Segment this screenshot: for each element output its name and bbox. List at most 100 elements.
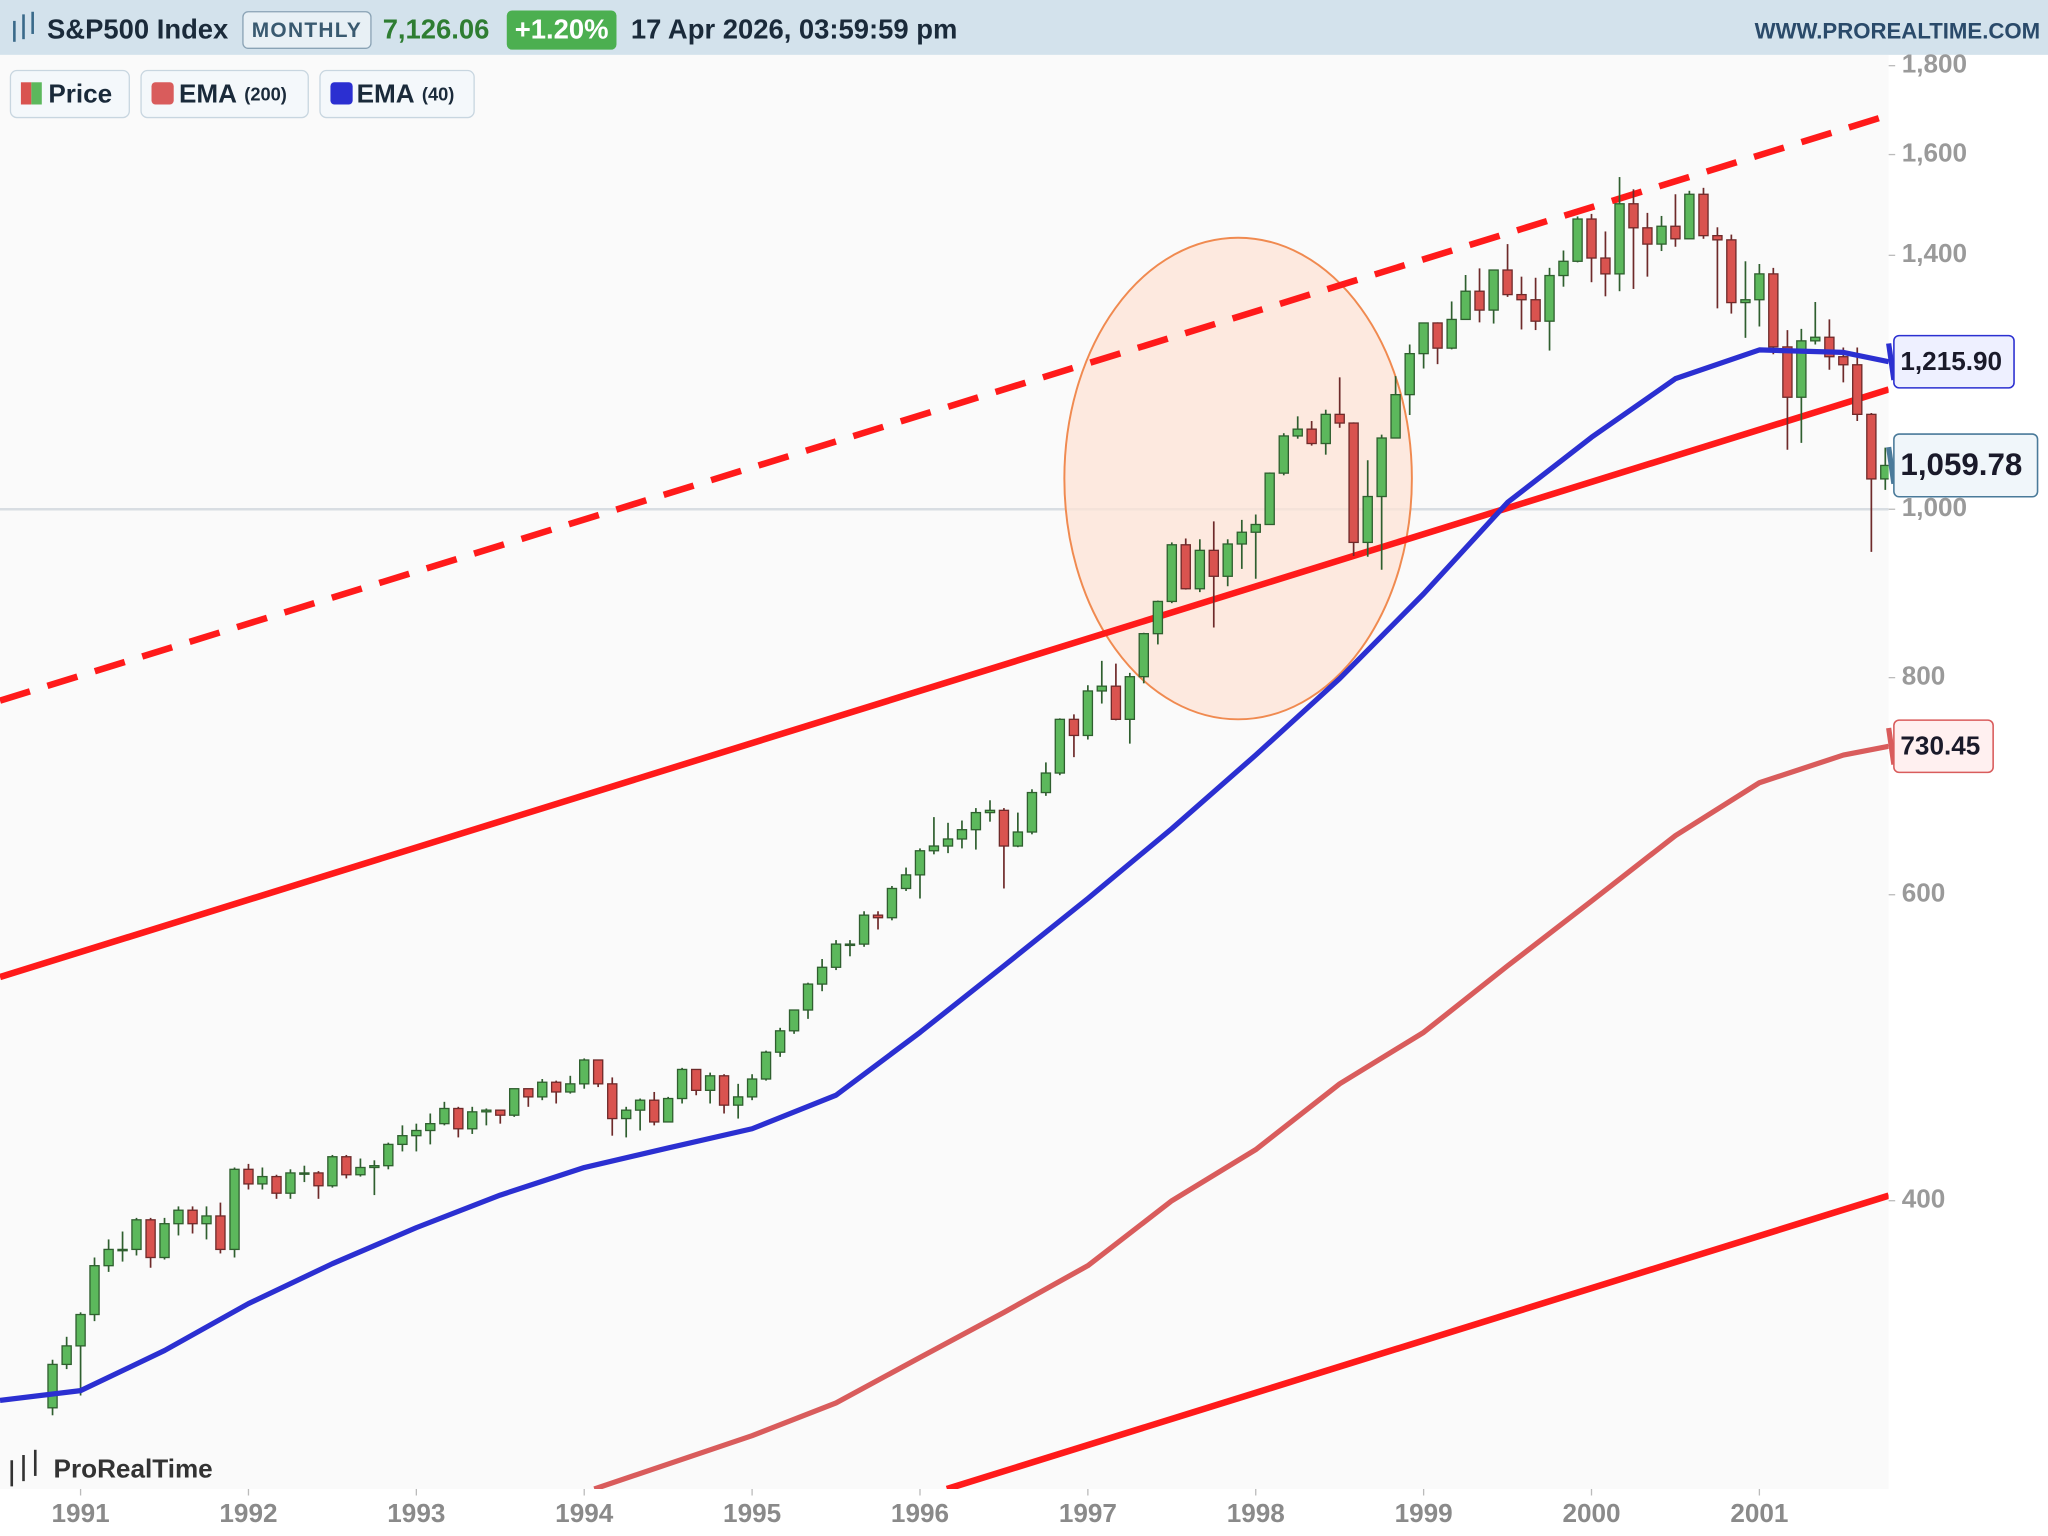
candle-body: [1698, 193, 1709, 237]
candle-body: [243, 1168, 254, 1185]
indicator-line: [0, 347, 1889, 1404]
candle-body: [1810, 336, 1821, 342]
candle-body: [271, 1175, 282, 1194]
chart-title: S&P500 Index: [47, 14, 229, 45]
candle-body: [662, 1097, 674, 1123]
candle-body: [578, 1059, 590, 1085]
candle-body: [495, 1109, 506, 1116]
candle-body: [649, 1099, 660, 1123]
candle-body: [1054, 718, 1066, 774]
candle-body: [1432, 322, 1443, 349]
candle-body: [1670, 225, 1681, 240]
candle-body: [1222, 543, 1233, 577]
legend-swatch: [330, 82, 353, 105]
candle-body: [257, 1175, 268, 1185]
candle-body: [1516, 293, 1527, 301]
candle-body: [47, 1363, 58, 1409]
highlight-ellipse: [1063, 236, 1413, 721]
candle-body: [1488, 269, 1499, 311]
last-value-box: [1893, 719, 1994, 774]
candle-body: [1768, 273, 1779, 348]
candle-body: [956, 829, 968, 840]
candle-body: [1796, 340, 1807, 398]
candle-body: [369, 1165, 380, 1169]
legend-label: EMA (40): [357, 78, 455, 108]
candle-body: [1782, 346, 1793, 398]
candle-body: [1572, 218, 1583, 262]
candle-body: [1726, 239, 1737, 304]
candle-body: [886, 887, 898, 919]
candle-body: [1418, 322, 1429, 355]
candle-body: [1586, 218, 1597, 259]
candle-body: [355, 1166, 366, 1176]
candle-body: [1152, 600, 1164, 635]
candle-body: [285, 1172, 296, 1194]
candle-body: [1166, 544, 1178, 603]
candle-body: [914, 850, 926, 876]
candle-body: [1754, 273, 1765, 301]
last-value-label: 730.45: [1900, 730, 1980, 760]
candle-body: [1040, 772, 1052, 794]
candle-body: [718, 1075, 730, 1106]
candle-body: [1348, 422, 1359, 544]
legend-label: EMA (200): [179, 78, 287, 108]
candle-body: [299, 1172, 310, 1175]
candle-body: [565, 1083, 576, 1093]
candle-body: [607, 1083, 618, 1120]
candle-body: [1684, 193, 1695, 240]
plot: [0, 114, 1889, 1489]
legend-label: Price: [48, 78, 112, 108]
candle-body: [1460, 290, 1471, 321]
candle-body: [942, 838, 954, 847]
candle-body: [75, 1313, 86, 1347]
y-tick-label: 800: [1902, 661, 1946, 691]
y-tick-label: 1,800: [1902, 49, 1967, 79]
last-value-box: [1893, 334, 2015, 389]
legend-swatch: [151, 82, 174, 105]
trendline: [945, 1192, 1889, 1489]
legend-label: EMA: [357, 78, 415, 108]
candle-body: [61, 1345, 72, 1366]
y-tick-label: 400: [1902, 1184, 1946, 1214]
candle-body: [1446, 318, 1457, 349]
trendline: [0, 386, 1889, 981]
x-tick-label: 1994: [555, 1498, 614, 1528]
candle-body: [1068, 718, 1080, 737]
trendline: [0, 114, 1882, 704]
candle-body: [1362, 495, 1373, 544]
candle-body: [1404, 352, 1415, 396]
candle-body: [550, 1081, 562, 1093]
legend-period: (200): [244, 83, 287, 104]
candle-body: [830, 943, 842, 968]
x-tick-label: 2000: [1562, 1498, 1620, 1528]
x-tick-label: 1997: [1059, 1498, 1117, 1528]
candle-body: [383, 1143, 394, 1167]
candle-body: [676, 1068, 688, 1100]
candle-body: [1474, 290, 1485, 311]
candle-body: [1712, 234, 1723, 241]
candle-body: [704, 1075, 716, 1091]
last-value-tick: [1886, 343, 1897, 381]
timeframe: MONTHLY: [252, 19, 362, 42]
legend-box[interactable]: [140, 69, 309, 119]
watermark: ProRealTime: [54, 1454, 213, 1484]
timeframe-box: [242, 11, 372, 49]
candle-body: [998, 809, 1010, 847]
candle-body: [1530, 299, 1541, 322]
candle-body: [89, 1265, 100, 1316]
y-tick-label: 1,600: [1902, 137, 1967, 167]
candle-body: [858, 914, 870, 945]
candle-body: [103, 1248, 114, 1267]
candle-body: [1390, 393, 1401, 439]
legend-box[interactable]: [319, 69, 475, 119]
candle-body: [1180, 544, 1191, 590]
change-box: [506, 10, 617, 50]
candle-body: [1306, 428, 1317, 445]
legend-label: EMA: [179, 78, 237, 108]
candle-body: [970, 811, 982, 831]
candle-body: [1110, 685, 1122, 720]
candle-body: [620, 1109, 632, 1120]
candle-body: [453, 1107, 464, 1130]
x-tick-label: 1995: [723, 1498, 781, 1528]
